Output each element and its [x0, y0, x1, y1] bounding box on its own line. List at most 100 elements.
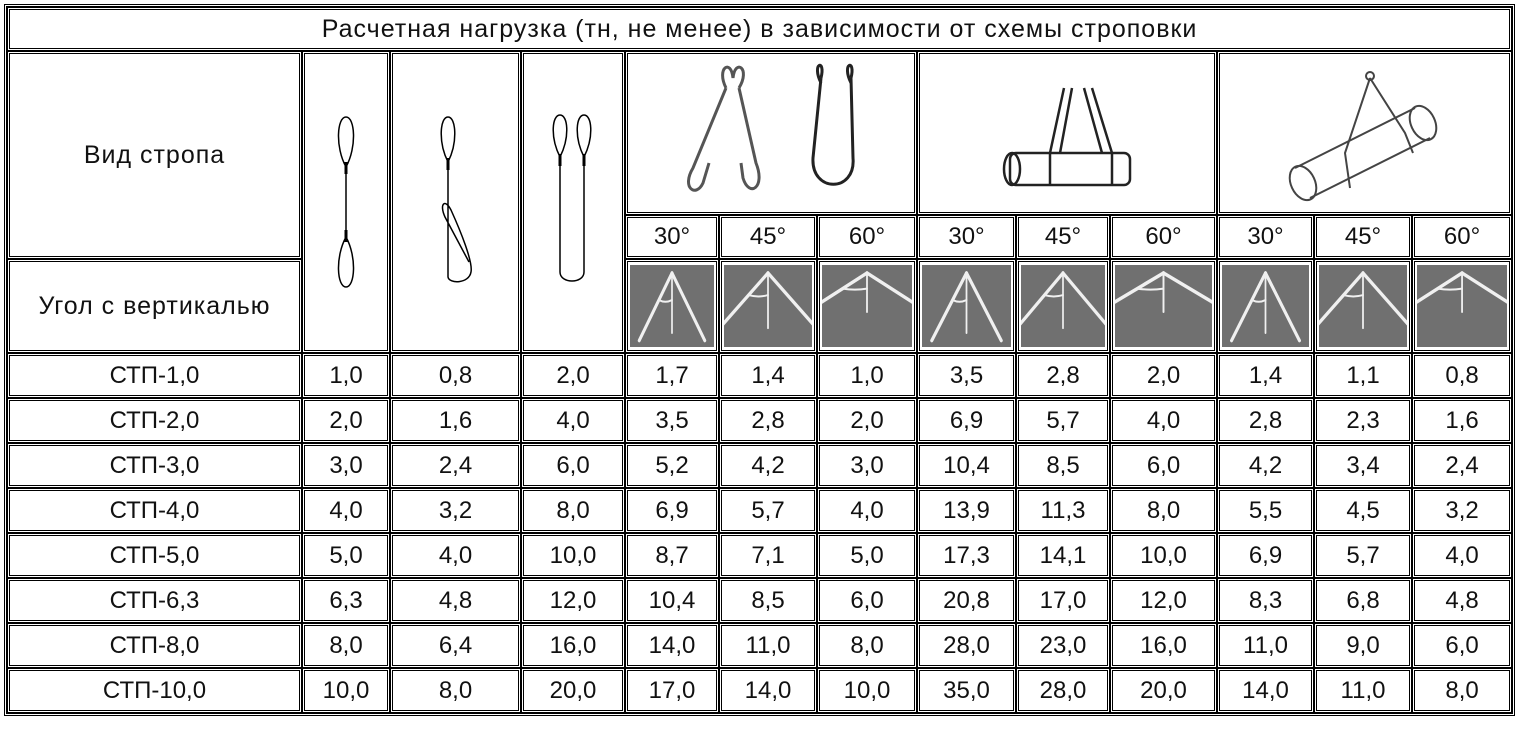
load-value: 10,0 — [817, 668, 917, 713]
load-value: 2,4 — [390, 443, 521, 488]
load-value: 2,3 — [1314, 398, 1412, 443]
load-value: 12,0 — [1110, 578, 1217, 623]
load-value: 3,5 — [625, 398, 719, 443]
load-value: 1,0 — [817, 353, 917, 398]
load-value: 2,0 — [1110, 353, 1217, 398]
load-value: 4,8 — [1412, 578, 1513, 623]
angle-header: 60° — [1110, 215, 1217, 259]
sling-angle-icon — [719, 259, 817, 353]
load-value: 9,0 — [1314, 623, 1412, 668]
table-title: Расчетная нагрузка (тн, не менее) в зави… — [7, 7, 1513, 51]
sling-model: СТП-5,0 — [7, 533, 302, 578]
load-value: 6,0 — [1110, 443, 1217, 488]
load-value: 8,0 — [521, 488, 625, 533]
load-value: 6,0 — [521, 443, 625, 488]
sling-angle-icon — [625, 259, 719, 353]
load-value: 4,0 — [1110, 398, 1217, 443]
load-value: 8,0 — [817, 623, 917, 668]
load-value: 6,9 — [1217, 533, 1314, 578]
angle-header: 45° — [1016, 215, 1110, 259]
load-value: 5,7 — [719, 488, 817, 533]
angle-header: 60° — [817, 215, 917, 259]
angle-header: 45° — [719, 215, 817, 259]
basket-sling-cylinder-icon — [917, 51, 1217, 215]
load-value: 6,4 — [390, 623, 521, 668]
load-value: 1,6 — [1412, 398, 1513, 443]
load-value: 5,7 — [1016, 398, 1110, 443]
load-value: 2,8 — [1217, 398, 1314, 443]
load-value: 3,5 — [917, 353, 1016, 398]
table-row: СТП-2,0 2,0 1,6 4,0 3,5 2,8 2,0 6,9 5,7 4,0 2,8 2,3… — [7, 398, 1513, 443]
load-value: 4,5 — [1314, 488, 1412, 533]
sling-type-label: Вид стропа — [7, 51, 302, 259]
load-value: 17,0 — [625, 668, 719, 713]
load-table: Расчетная нагрузка (тн, не менее) в зави… — [4, 4, 1516, 716]
load-value: 3,0 — [817, 443, 917, 488]
load-value: 12,0 — [521, 578, 625, 623]
load-value: 1,0 — [302, 353, 390, 398]
load-value: 0,8 — [1412, 353, 1513, 398]
single-sling-loops-icon — [302, 51, 390, 353]
sling-model: СТП-4,0 — [7, 488, 302, 533]
load-value: 14,0 — [1217, 668, 1314, 713]
load-value: 11,0 — [1314, 668, 1412, 713]
sling-model: СТП-8,0 — [7, 623, 302, 668]
angle-header: 30° — [1217, 215, 1314, 259]
load-value: 4,0 — [302, 488, 390, 533]
load-value: 3,0 — [302, 443, 390, 488]
load-value: 20,8 — [917, 578, 1016, 623]
load-value: 6,0 — [1412, 623, 1513, 668]
sling-model: СТП-2,0 — [7, 398, 302, 443]
load-value: 10,4 — [625, 578, 719, 623]
load-value: 10,0 — [1110, 533, 1217, 578]
load-value: 6,9 — [917, 398, 1016, 443]
load-value: 11,0 — [1217, 623, 1314, 668]
load-value: 17,0 — [1016, 578, 1110, 623]
load-value: 1,4 — [719, 353, 817, 398]
load-value: 1,1 — [1314, 353, 1412, 398]
angle-header: 45° — [1314, 215, 1412, 259]
choke-hitch-cylinder-icon — [1217, 51, 1513, 215]
angle-header: 60° — [1412, 215, 1513, 259]
sling-angle-icon — [1016, 259, 1110, 353]
load-value: 4,2 — [1217, 443, 1314, 488]
table-row: СТП-6,3 6,3 4,8 12,0 10,4 8,5 6,0 20,8 17,0 12,0 8… — [7, 578, 1513, 623]
load-value: 8,5 — [1016, 443, 1110, 488]
load-value: 8,0 — [390, 668, 521, 713]
load-value: 3,2 — [1412, 488, 1513, 533]
load-value: 35,0 — [917, 668, 1016, 713]
load-value: 16,0 — [1110, 623, 1217, 668]
load-value: 8,5 — [719, 578, 817, 623]
load-value: 10,4 — [917, 443, 1016, 488]
load-value: 7,1 — [719, 533, 817, 578]
load-value: 5,0 — [817, 533, 917, 578]
load-value: 5,5 — [1217, 488, 1314, 533]
load-value: 16,0 — [521, 623, 625, 668]
load-value: 3,4 — [1314, 443, 1412, 488]
two-leg-sling-icon — [625, 51, 917, 215]
load-value: 4,8 — [390, 578, 521, 623]
sling-model: СТП-6,3 — [7, 578, 302, 623]
sling-model: СТП-1,0 — [7, 353, 302, 398]
sling-angle-icon — [1110, 259, 1217, 353]
load-value: 6,9 — [625, 488, 719, 533]
table-row: СТП-3,0 3,0 2,4 6,0 5,2 4,2 3,0 10,4 8,5 6,0 4,2 3,… — [7, 443, 1513, 488]
table-row: СТП-10,0 10,0 8,0 20,0 17,0 14,0 10,0 35,0 28,0 2… — [7, 668, 1513, 713]
load-value: 2,8 — [719, 398, 817, 443]
angle-label: Угол с вертикалью — [7, 259, 302, 353]
load-value: 8,3 — [1217, 578, 1314, 623]
angle-header: 30° — [917, 215, 1016, 259]
load-value: 14,0 — [719, 668, 817, 713]
table-row: СТП-1,0 1,0 0,8 2,0 1,7 1,4 1,0 3,5 2,8 2,0 1,4 1,1… — [7, 353, 1513, 398]
load-value: 11,0 — [719, 623, 817, 668]
load-value: 17,3 — [917, 533, 1016, 578]
load-value: 14,1 — [1016, 533, 1110, 578]
load-value: 11,3 — [1016, 488, 1110, 533]
load-value: 6,8 — [1314, 578, 1412, 623]
load-value: 10,0 — [302, 668, 390, 713]
angle-header: 30° — [625, 215, 719, 259]
double-loop-sling-icon — [521, 51, 625, 353]
load-value: 4,0 — [521, 398, 625, 443]
load-value: 3,2 — [390, 488, 521, 533]
load-value: 4,0 — [390, 533, 521, 578]
